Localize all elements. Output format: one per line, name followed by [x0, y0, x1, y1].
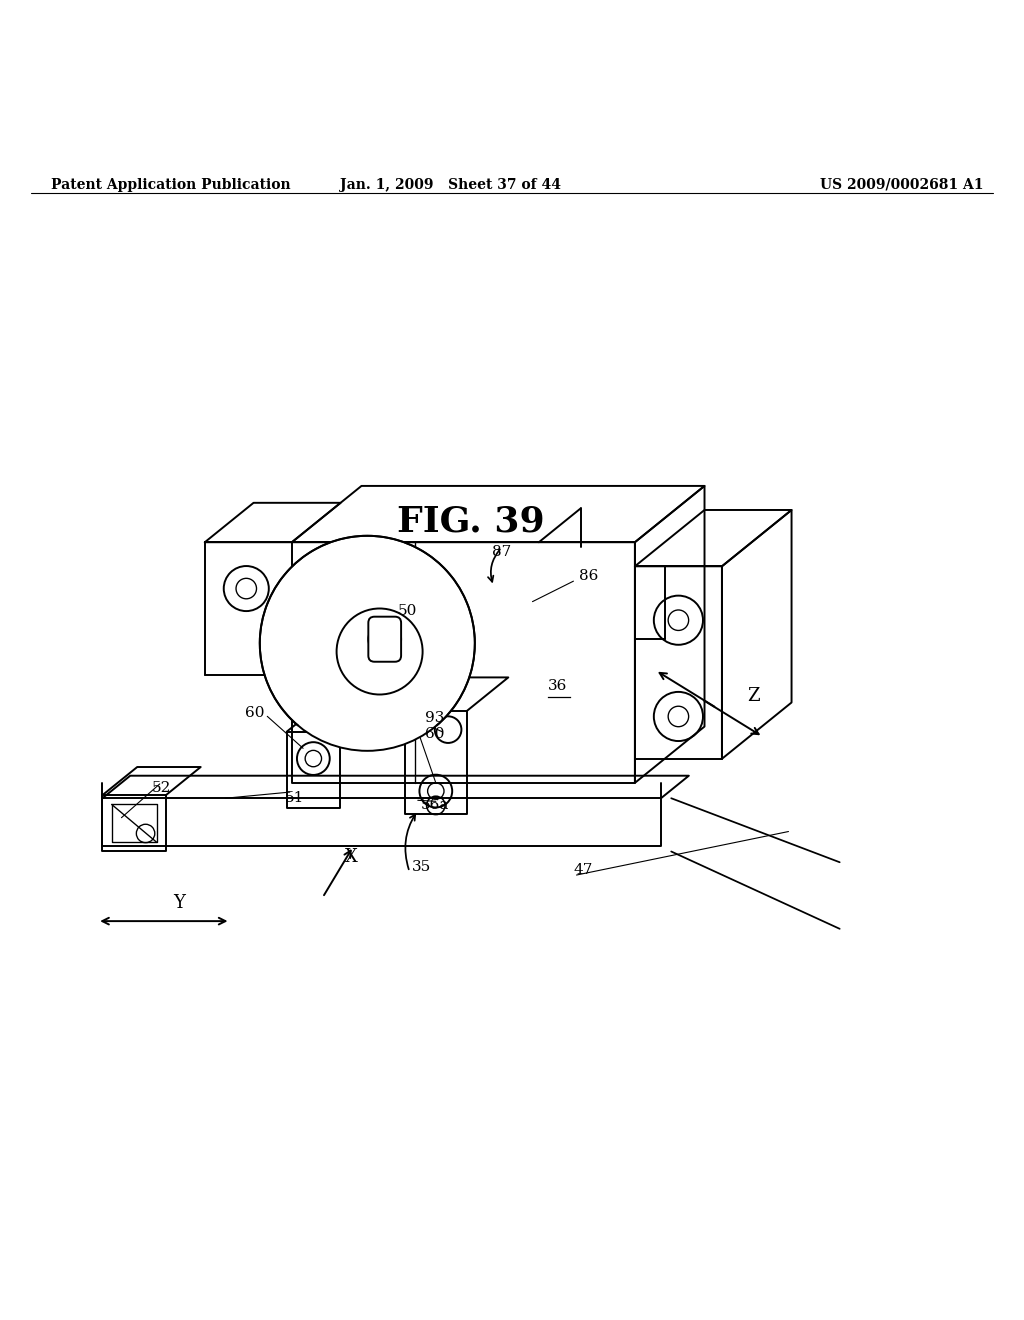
Text: Z: Z: [748, 686, 760, 705]
Text: 93: 93: [425, 711, 444, 726]
Text: 56a: 56a: [421, 799, 450, 812]
Text: 52: 52: [152, 781, 171, 795]
Text: 35: 35: [412, 859, 431, 874]
Text: 60: 60: [425, 727, 444, 741]
Text: 51: 51: [285, 791, 304, 805]
Text: 86: 86: [579, 569, 598, 583]
Text: 50: 50: [397, 603, 417, 618]
Text: FIG. 39: FIG. 39: [397, 504, 545, 539]
Text: Y: Y: [173, 894, 185, 912]
Text: 47: 47: [573, 863, 593, 876]
Text: X: X: [345, 847, 358, 866]
Text: 87: 87: [493, 545, 511, 560]
Circle shape: [260, 536, 475, 751]
Text: 60: 60: [245, 706, 264, 721]
Circle shape: [337, 609, 423, 694]
Text: 47a: 47a: [382, 640, 411, 653]
Text: Jan. 1, 2009   Sheet 37 of 44: Jan. 1, 2009 Sheet 37 of 44: [340, 178, 561, 191]
FancyBboxPatch shape: [369, 616, 401, 661]
Text: Patent Application Publication: Patent Application Publication: [51, 178, 291, 191]
Text: 36: 36: [548, 678, 567, 693]
Text: US 2009/0002681 A1: US 2009/0002681 A1: [819, 178, 983, 191]
